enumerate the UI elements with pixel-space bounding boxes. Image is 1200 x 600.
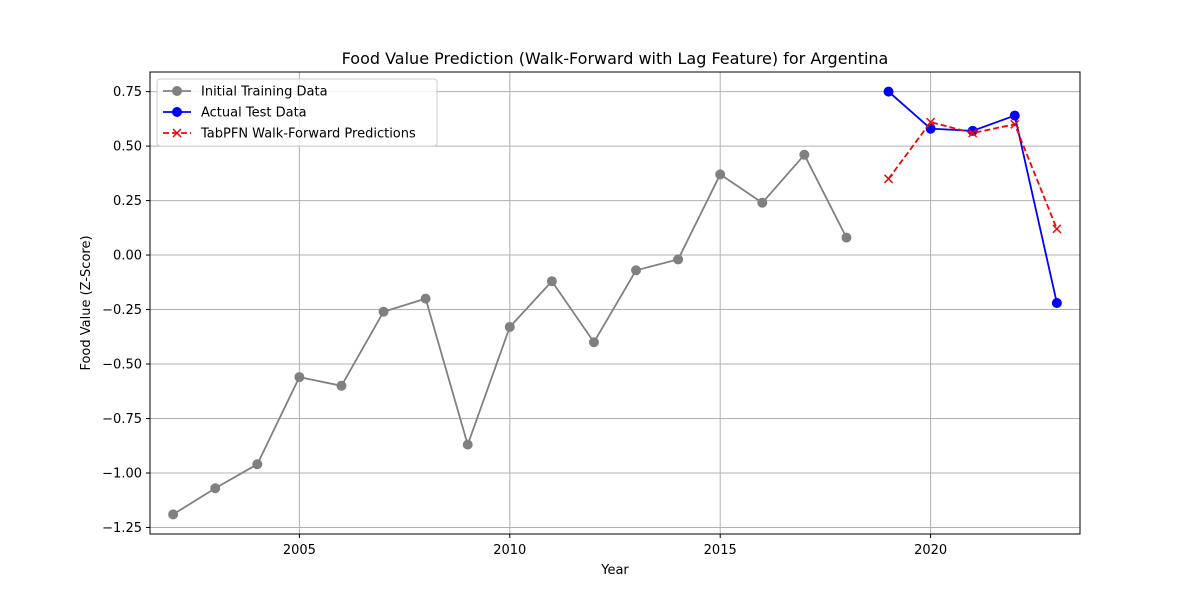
legend-label: TabPFN Walk-Forward Predictions bbox=[200, 127, 416, 142]
data-point-initial-training-data bbox=[546, 276, 557, 287]
y-tick-label: −0.50 bbox=[102, 358, 142, 373]
data-point-initial-training-data bbox=[378, 306, 389, 317]
chart-title: Food Value Prediction (Walk-Forward with… bbox=[342, 49, 889, 68]
series-tabpfn-walk-forward-predictions bbox=[883, 117, 1062, 234]
grid bbox=[150, 72, 1080, 534]
x-tick-label: 2005 bbox=[283, 543, 316, 558]
x-axis-ticks: 2005 2010 2015 2020 bbox=[283, 534, 947, 558]
data-point-tabpfn-walk-forward-predictions-stroke bbox=[926, 117, 936, 127]
legend-entry: TabPFN Walk-Forward Predictions bbox=[163, 127, 416, 142]
y-axis-label: Food Value (Z-Score) bbox=[79, 235, 94, 370]
data-point-tabpfn-walk-forward-predictions bbox=[968, 128, 978, 138]
data-point-tabpfn-walk-forward-predictions bbox=[1052, 224, 1062, 234]
legend-label: Initial Training Data bbox=[201, 85, 328, 100]
y-tick-label: 0.25 bbox=[113, 194, 142, 209]
legend-label: Actual Test Data bbox=[201, 106, 307, 121]
data-point-initial-training-data bbox=[841, 232, 852, 243]
data-point-initial-training-data bbox=[588, 337, 599, 348]
legend-frame bbox=[156, 78, 438, 147]
legend-entries: Initial Training Data Actual Test Data Tab… bbox=[163, 85, 416, 142]
data-point-initial-training-data bbox=[252, 459, 263, 470]
series-layer bbox=[168, 86, 1062, 520]
data-point-tabpfn-walk-forward-predictions bbox=[883, 174, 894, 184]
data-point-initial-training-data bbox=[799, 149, 810, 160]
data-point-initial-training-data bbox=[504, 321, 515, 332]
data-point-actual-test-data bbox=[1009, 110, 1020, 121]
x-tick-label: 2010 bbox=[493, 543, 526, 558]
data-point-tabpfn-walk-forward-predictions-stroke bbox=[1010, 119, 1020, 129]
x-tick-label: 2015 bbox=[704, 543, 737, 558]
legend-marker bbox=[172, 128, 182, 138]
data-point-tabpfn-walk-forward-predictions bbox=[1010, 119, 1020, 129]
y-tick-label: −0.25 bbox=[102, 303, 142, 318]
data-point-initial-training-data bbox=[462, 439, 473, 450]
data-point-actual-test-data bbox=[1051, 298, 1062, 308]
data-point-initial-training-data bbox=[336, 380, 347, 391]
legend-entry: Initial Training Data bbox=[163, 85, 328, 100]
axes-frame bbox=[149, 71, 1081, 535]
x-tick-label: 2020 bbox=[914, 543, 947, 558]
data-point-initial-training-data bbox=[210, 483, 221, 494]
data-point-tabpfn-walk-forward-predictions-stroke bbox=[1052, 224, 1062, 234]
legend-entry: Actual Test Data bbox=[163, 106, 307, 121]
y-tick-label: 0.00 bbox=[113, 249, 142, 264]
y-tick-label: −1.00 bbox=[102, 466, 142, 481]
data-point-initial-training-data bbox=[757, 197, 768, 208]
data-point-tabpfn-walk-forward-predictions-stroke bbox=[968, 128, 978, 138]
y-tick-label: 0.50 bbox=[113, 140, 142, 155]
data-point-initial-training-data bbox=[294, 372, 305, 383]
series-line-tabpfn-walk-forward-predictions bbox=[887, 121, 1058, 230]
legend-marker bbox=[172, 86, 182, 96]
data-point-tabpfn-walk-forward-predictions bbox=[926, 117, 936, 127]
legend: Initial Training Data Actual Test Data Tab… bbox=[156, 78, 438, 147]
series-initial-training-data bbox=[168, 149, 852, 520]
y-tick-label: −0.75 bbox=[102, 412, 142, 427]
y-axis-ticks: −1.25 −1.00 −0.75 −0.50 −0.25 0.00 0.25 0.50 0.7… bbox=[102, 85, 150, 536]
x-axis-label: Year bbox=[600, 563, 629, 578]
legend-marker bbox=[172, 107, 182, 117]
data-point-actual-test-data bbox=[883, 86, 894, 97]
data-point-initial-training-data bbox=[631, 265, 642, 276]
y-tick-label: −1.25 bbox=[102, 521, 142, 536]
data-point-initial-training-data bbox=[715, 169, 726, 180]
data-point-initial-training-data bbox=[673, 254, 684, 265]
y-tick-label: 0.75 bbox=[113, 85, 142, 100]
data-point-initial-training-data bbox=[168, 509, 179, 520]
legend-marker-stroke bbox=[172, 128, 182, 138]
data-point-tabpfn-walk-forward-predictions-stroke bbox=[883, 174, 894, 184]
data-point-initial-training-data bbox=[420, 293, 431, 304]
